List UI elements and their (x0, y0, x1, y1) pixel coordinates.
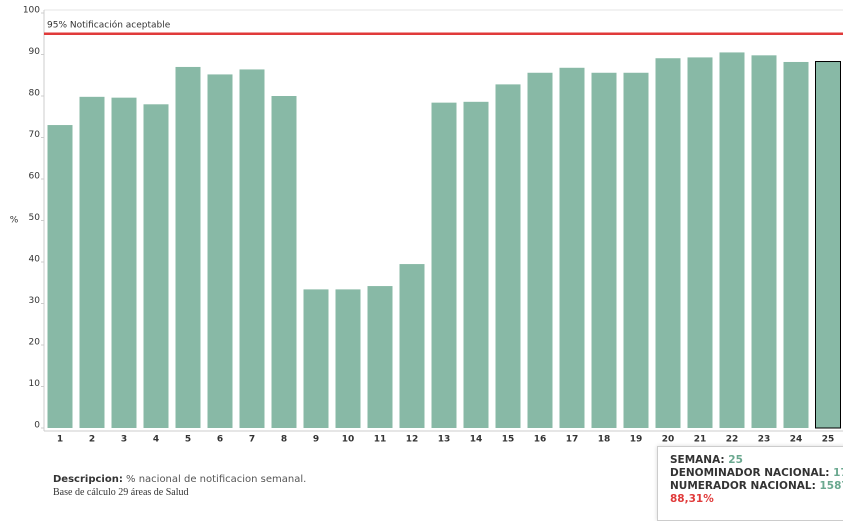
description-line2: Base de cálculo 29 áreas de Salud (53, 487, 189, 498)
tooltip-value: 1797 (833, 467, 843, 479)
bar (239, 69, 265, 428)
y-tick-label: 90 (29, 47, 41, 57)
x-tick-label: 11 (374, 435, 387, 445)
bar (335, 289, 361, 428)
description-bold: Descripcion: (53, 474, 123, 485)
x-tick-label: 13 (438, 435, 451, 445)
bar (783, 61, 809, 428)
x-tick-label: 12 (406, 435, 419, 445)
y-tick-label: 100 (23, 6, 40, 16)
bar (207, 74, 233, 429)
x-tick-label: 23 (758, 435, 771, 445)
x-tick-label: 8 (281, 435, 287, 445)
bar (815, 61, 841, 429)
bar (431, 102, 457, 428)
bar (79, 96, 105, 428)
y-tick-label: 0 (34, 421, 40, 431)
x-tick-label: 25 (822, 435, 835, 445)
y-tick-label: 20 (29, 338, 41, 348)
tooltip: SEMANA: 25 DENOMINADOR NACIONAL: 1797 NU… (657, 446, 843, 521)
tooltip-value: 1587 (819, 480, 843, 492)
x-tick-label: 6 (217, 435, 223, 445)
bar (687, 57, 713, 428)
bar (655, 58, 681, 429)
bar (527, 72, 553, 428)
bar (175, 66, 201, 428)
x-tick-label: 1 (57, 435, 63, 445)
bar (47, 125, 73, 429)
x-tick-label: 3 (121, 435, 127, 445)
x-tick-label: 15 (502, 435, 515, 445)
y-tick-label: 60 (29, 172, 41, 182)
x-tick-label: 4 (153, 435, 159, 445)
description: Descripcion: % nacional de notificacion … (53, 473, 306, 499)
x-tick-label: 2 (89, 435, 95, 445)
tooltip-label: SEMANA: (670, 454, 725, 466)
y-tick-label: 10 (29, 379, 41, 389)
bar (367, 286, 393, 428)
x-tick-label: 10 (342, 435, 355, 445)
bar (719, 52, 745, 429)
reference-label: 95% Notificación aceptable (47, 19, 171, 30)
x-tick-label: 17 (566, 435, 579, 445)
bar (559, 67, 585, 428)
bar (271, 96, 297, 428)
x-tick-label: 14 (470, 435, 483, 445)
bar (399, 264, 425, 428)
bar (623, 72, 649, 428)
y-tick-label: 30 (29, 296, 41, 306)
x-tick-label: 16 (534, 435, 547, 445)
description-text: % nacional de notificacion semanal. (126, 474, 307, 485)
x-tick-label: 20 (662, 435, 675, 445)
x-tick-label: 5 (185, 435, 191, 445)
x-tick-label: 24 (790, 435, 803, 445)
tooltip-value: 25 (728, 454, 743, 466)
x-tick-label: 19 (630, 435, 643, 445)
x-tick-label: 9 (313, 435, 319, 445)
bar (463, 101, 489, 428)
x-tick-label: 22 (726, 435, 739, 445)
x-tick-label: 18 (598, 435, 611, 445)
bar (495, 84, 521, 428)
y-tick-label: 80 (29, 89, 41, 99)
tooltip-label: NUMERADOR NACIONAL: (670, 480, 816, 492)
tooltip-percent: 88,31% (670, 493, 714, 505)
y-tick-label: 50 (29, 213, 41, 223)
y-tick-label: 40 (29, 255, 41, 265)
bar (111, 97, 137, 428)
bar (303, 289, 329, 428)
x-tick-label: 21 (694, 435, 707, 445)
y-axis-label: % (10, 216, 19, 226)
bar (591, 72, 617, 428)
bar (143, 104, 169, 429)
x-tick-label: 7 (249, 435, 255, 445)
bar (751, 55, 777, 429)
y-tick-label: 70 (29, 130, 41, 140)
tooltip-label: DENOMINADOR NACIONAL: (670, 467, 830, 479)
